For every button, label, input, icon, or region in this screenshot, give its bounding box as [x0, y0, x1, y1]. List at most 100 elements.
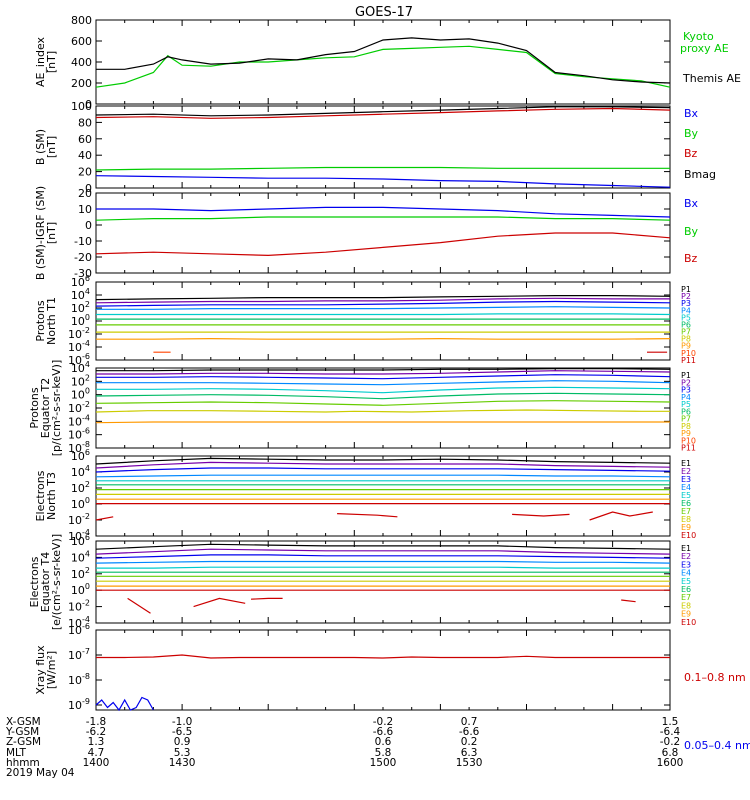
series-line-p8	[95, 409, 670, 413]
x-tick-label: 6.3	[461, 747, 478, 759]
y-tick-label: -30	[74, 267, 92, 280]
legend-label: E3	[681, 475, 691, 484]
y-axis-label: B (SM)-IGRF (SM)	[34, 186, 47, 280]
y-tick-label: 0	[85, 182, 92, 195]
y-axis-label: [nT]	[45, 136, 58, 158]
x-tick-label: 1600	[657, 757, 684, 769]
series-line-p9	[95, 421, 670, 424]
legend-label: 0.1–0.8 nm	[684, 671, 746, 684]
x-tick-label: 4.7	[88, 747, 105, 759]
y-axis-label: [e/(cm²-s-sr-keV)]	[50, 534, 63, 630]
y-tick-label: 10-2	[68, 599, 90, 614]
series-line-p1	[96, 368, 671, 372]
x-tick-label: -6.6	[373, 726, 394, 738]
series-line-p9	[96, 337, 671, 340]
y-axis-label: AE_index	[34, 36, 47, 87]
legend-label: P7	[681, 328, 691, 337]
y-axis-label: North T3	[45, 472, 58, 520]
x-tick-label: 0.7	[461, 716, 478, 728]
series-line-e2	[95, 548, 671, 555]
legend-label: Themis AE	[682, 72, 741, 85]
series-line-p3	[95, 300, 671, 307]
y-axis-label: Protons	[34, 300, 47, 341]
x-tick-label: -1.8	[86, 716, 107, 728]
legend-label: P4	[681, 306, 691, 315]
series-line-e4	[95, 474, 671, 478]
x-row-label: MLT	[6, 747, 26, 759]
legend-label: E8	[681, 515, 691, 524]
x-tick-label: 1430	[169, 757, 196, 769]
legend-label: P6	[681, 407, 691, 416]
legend-label: Bmag	[684, 168, 716, 181]
x-tick-label: 1.5	[662, 716, 679, 728]
legend-label: P5	[681, 400, 691, 409]
y-tick-label: 800	[71, 14, 92, 27]
y-tick-label: -10	[74, 235, 92, 248]
y-tick-label: 80	[78, 116, 92, 129]
legend-label: P9	[681, 429, 691, 438]
panel-frame	[95, 455, 671, 537]
y-axis-label: Electrons	[28, 556, 41, 607]
x-tick-label: 5.3	[174, 747, 191, 759]
series-line-bmag	[95, 106, 671, 117]
legend-label: P11	[681, 356, 696, 365]
series-line-0-05-0-4-nm	[95, 696, 154, 712]
legend-label: P11	[681, 444, 696, 453]
legend-label: E1	[681, 544, 691, 553]
series-line-bz	[95, 232, 671, 257]
series-line-e4	[95, 560, 671, 564]
x-row-label: 2019 May 04	[6, 767, 75, 779]
series-line-bx	[96, 206, 671, 218]
series-line-p6	[95, 392, 671, 400]
series-segment	[337, 513, 398, 518]
series-line-bx	[95, 175, 671, 188]
legend-label: E6	[681, 499, 691, 508]
y-tick-label: -20	[74, 251, 92, 264]
legend-label: E5	[681, 577, 691, 586]
series-line-p3	[96, 374, 671, 380]
x-tick-label: -0.2	[373, 716, 394, 728]
series-line-e3	[95, 554, 671, 559]
legend-label: E10	[681, 618, 696, 627]
series-line-by	[95, 166, 670, 171]
series-line-0-1-0-8-nm	[96, 654, 670, 659]
series-line-e1	[95, 543, 671, 550]
legend-label: E7	[681, 593, 691, 602]
y-axis-label: Equator T2	[39, 378, 52, 438]
series-line-p1	[95, 295, 671, 301]
legend-label: E5	[681, 491, 691, 500]
y-tick-label: 106	[71, 533, 90, 548]
series-segment	[621, 599, 636, 603]
y-tick-label: 10-8	[68, 672, 90, 687]
series-line-themis-ae	[96, 37, 671, 84]
y-tick-label: 102	[71, 480, 90, 495]
series-line-by	[95, 216, 671, 221]
legend-label: Bz	[684, 252, 698, 265]
panel-xray: 10-9 10-8 10-7 10-6 Xray flux[W/m²] 0.1–0.8 n…	[34, 622, 750, 752]
x-tick-label: 1400	[83, 757, 110, 769]
y-tick-label: 40	[78, 149, 92, 162]
x-tick-label: -6.2	[86, 726, 107, 738]
y-axis-label: [nT]	[45, 51, 58, 73]
legend-label: P8	[681, 422, 691, 431]
series-line-p4	[96, 380, 671, 386]
y-tick-label: 100	[71, 496, 90, 511]
panel-bsm: 0 20 40 60 80 100 B (SM)[nT] Bx By Bz Bmag	[34, 100, 716, 195]
legend-label: E10	[681, 531, 696, 540]
series-segment	[589, 511, 653, 521]
series-line-e1	[95, 457, 671, 465]
x-tick-label: -6.5	[172, 726, 193, 738]
x-row-label: Y-GSM	[5, 726, 39, 738]
legend-label: P3	[681, 386, 691, 395]
x-row-label: X-GSM	[6, 716, 41, 728]
x-tick-label: -0.2	[660, 736, 681, 748]
legend-label: P2	[681, 292, 691, 301]
series-segment	[127, 597, 151, 614]
legend-label: P1	[681, 371, 691, 380]
y-tick-label: 100	[71, 100, 92, 113]
series-line-p2	[96, 370, 671, 375]
legend-label: E9	[681, 523, 691, 532]
y-tick-label: 10-9	[68, 697, 90, 712]
x-row-label: Z-GSM	[6, 736, 41, 748]
